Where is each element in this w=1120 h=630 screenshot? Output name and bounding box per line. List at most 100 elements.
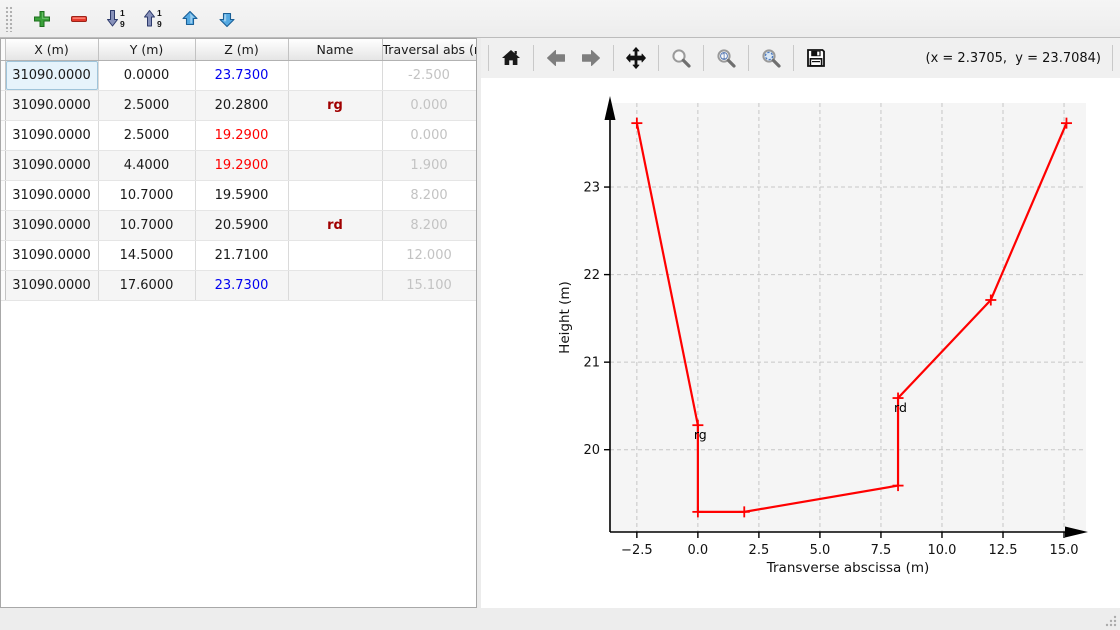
- cell-z[interactable]: 23.7300: [195, 60, 289, 91]
- cell-z[interactable]: 23.7300: [195, 270, 289, 301]
- sort-descending-icon: 1 9: [144, 8, 162, 29]
- cell-z[interactable]: 21.7100: [195, 240, 289, 271]
- sort-ascending-button[interactable]: 1 9: [103, 5, 129, 33]
- row-header-stub[interactable]: [1, 270, 6, 301]
- resize-grip-icon[interactable]: [1104, 614, 1118, 628]
- cell-y[interactable]: 14.5000: [98, 240, 196, 271]
- x-axis-label: Transverse abscissa (m): [766, 560, 930, 576]
- point-label: rd: [894, 400, 907, 415]
- row-header-stub[interactable]: [1, 240, 6, 271]
- cell-name[interactable]: [288, 270, 383, 301]
- row-header-stub[interactable]: [1, 210, 6, 241]
- save-floppy-icon: [807, 49, 825, 67]
- cell-z[interactable]: 19.2900: [195, 150, 289, 181]
- cell-abs[interactable]: 12.000: [382, 240, 476, 271]
- cell-z[interactable]: 20.5900: [195, 210, 289, 241]
- svg-text:1: 1: [721, 52, 726, 61]
- point-label: rg: [694, 427, 707, 442]
- col-header-z[interactable]: Z (m): [195, 39, 289, 61]
- pan-button[interactable]: [623, 44, 649, 72]
- svg-text:9: 9: [120, 19, 125, 29]
- sort-descending-button[interactable]: 1 9: [140, 5, 166, 33]
- table-row: 31090.0000 10.7000 19.5900 8.200: [1, 180, 476, 211]
- toolbar-drag-handle[interactable]: [5, 5, 13, 32]
- plot-panel: 1 (x = 2.: [481, 38, 1120, 608]
- cell-z[interactable]: 20.2800: [195, 90, 289, 121]
- col-header-x[interactable]: X (m): [5, 39, 99, 61]
- cell-x[interactable]: 31090.0000: [5, 240, 99, 271]
- zoom-selection-button[interactable]: [758, 44, 784, 72]
- y-tick-label: 22: [583, 268, 600, 283]
- table-row: 31090.0000 2.5000 20.2800 rg 0.000: [1, 90, 476, 121]
- forward-view-button[interactable]: [578, 44, 604, 72]
- row-header-stub[interactable]: [1, 150, 6, 181]
- back-view-button[interactable]: [543, 44, 569, 72]
- cell-z[interactable]: 19.5900: [195, 180, 289, 211]
- svg-text:1: 1: [120, 8, 125, 18]
- add-row-button[interactable]: [29, 5, 55, 33]
- cell-abs[interactable]: 0.000: [382, 120, 476, 151]
- row-header-stub[interactable]: [1, 120, 6, 151]
- move-row-down-button[interactable]: [214, 5, 240, 33]
- zoom-one-to-one-button[interactable]: 1: [713, 44, 739, 72]
- cell-y[interactable]: 10.7000: [98, 210, 196, 241]
- table-row: 31090.0000 10.7000 20.5900 rd 8.200: [1, 210, 476, 241]
- cell-y[interactable]: 17.6000: [98, 270, 196, 301]
- cell-name[interactable]: rd: [288, 210, 383, 241]
- magnifier-selection-icon: [761, 48, 781, 68]
- x-tick-label: 0.0: [688, 543, 709, 558]
- zoom-rect-button[interactable]: [668, 44, 694, 72]
- cell-x[interactable]: 31090.0000: [5, 270, 99, 301]
- cell-abs[interactable]: 8.200: [382, 210, 476, 241]
- cell-name[interactable]: [288, 60, 383, 91]
- sort-ascending-icon: 1 9: [107, 8, 125, 29]
- cell-x[interactable]: 31090.0000: [5, 210, 99, 241]
- cell-x[interactable]: 31090.0000: [5, 120, 99, 151]
- forward-arrow-icon: [582, 50, 600, 66]
- home-icon: [502, 50, 520, 65]
- toolbar-separator: [533, 45, 534, 71]
- toolbar-separator: [488, 45, 489, 71]
- status-bar: [0, 608, 1120, 630]
- row-header-stub[interactable]: [1, 180, 6, 211]
- cell-x[interactable]: 31090.0000: [5, 180, 99, 211]
- profile-line: [635, 122, 1068, 513]
- col-header-y[interactable]: Y (m): [98, 39, 196, 61]
- cell-y[interactable]: 4.4000: [98, 150, 196, 181]
- cell-y[interactable]: 0.0000: [98, 60, 196, 91]
- cell-name[interactable]: [288, 120, 383, 151]
- row-header-stub[interactable]: [1, 90, 6, 121]
- toolbar-separator: [793, 45, 794, 71]
- cross-section-plot[interactable]: −2.5 0.0 2.5 5.0 7.5 10.0 12.5 15.0 20 21 22 23 rg rd…: [481, 78, 1120, 608]
- cell-abs[interactable]: 0.000: [382, 90, 476, 121]
- toolbar-separator: [1112, 45, 1113, 71]
- cell-y[interactable]: 2.5000: [98, 120, 196, 151]
- y-axis-label: Height (m): [557, 281, 573, 354]
- cell-name[interactable]: [288, 180, 383, 211]
- magnifier-icon: [671, 48, 691, 68]
- cell-abs[interactable]: -2.500: [382, 60, 476, 91]
- cell-x[interactable]: 31090.0000: [5, 90, 99, 121]
- cell-abs[interactable]: 1.900: [382, 150, 476, 181]
- cell-abs[interactable]: 8.200: [382, 180, 476, 211]
- move-row-up-button[interactable]: [177, 5, 203, 33]
- cell-z[interactable]: 19.2900: [195, 120, 289, 151]
- cell-name[interactable]: rg: [288, 90, 383, 121]
- x-tick-label: 2.5: [749, 543, 770, 558]
- cell-name[interactable]: [288, 240, 383, 271]
- cell-x[interactable]: 31090.0000: [5, 60, 99, 91]
- cell-x[interactable]: 31090.0000: [5, 150, 99, 181]
- row-header-stub[interactable]: [1, 60, 6, 91]
- home-view-button[interactable]: [498, 44, 524, 72]
- cell-y[interactable]: 10.7000: [98, 180, 196, 211]
- cell-name[interactable]: [288, 150, 383, 181]
- cell-y[interactable]: 2.5000: [98, 90, 196, 121]
- remove-row-button[interactable]: [66, 5, 92, 33]
- col-header-name[interactable]: Name: [288, 39, 383, 61]
- cell-abs[interactable]: 15.100: [382, 270, 476, 301]
- save-figure-button[interactable]: [803, 44, 829, 72]
- col-header-abs[interactable]: Traversal abs (m): [382, 39, 476, 61]
